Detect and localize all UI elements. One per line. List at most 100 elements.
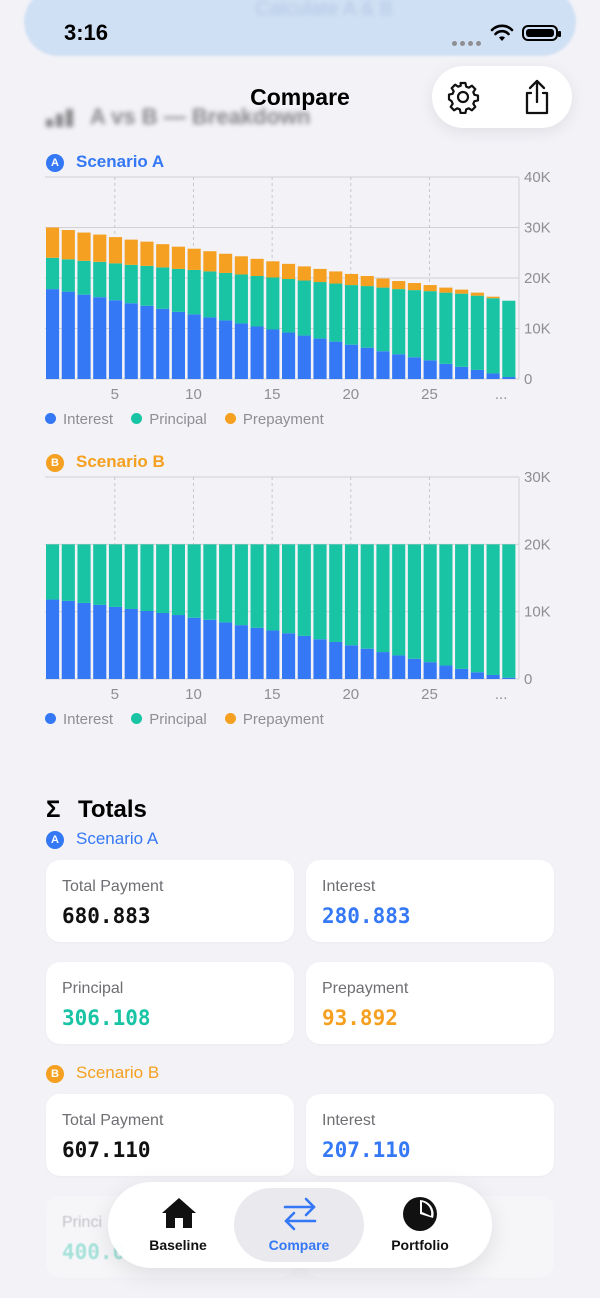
bar-interest bbox=[203, 317, 217, 379]
bar-interest bbox=[108, 606, 123, 679]
bar-interest bbox=[61, 291, 75, 379]
scenario-b-badge: B bbox=[46, 454, 64, 472]
bar-principal bbox=[140, 265, 154, 306]
bar-interest bbox=[297, 335, 311, 379]
bar-prepayment bbox=[297, 266, 311, 281]
bar-principal bbox=[61, 259, 75, 292]
bar-principal bbox=[187, 544, 201, 618]
house-icon bbox=[162, 1198, 196, 1228]
bar-principal bbox=[470, 295, 484, 370]
card-value: 306.108 bbox=[62, 1006, 151, 1030]
card-value: 680.883 bbox=[62, 904, 151, 928]
tab-portfolio[interactable]: Portfolio bbox=[360, 1182, 480, 1268]
bar-principal bbox=[250, 275, 264, 327]
x-tick-label: 10 bbox=[185, 686, 202, 703]
bar-prepayment bbox=[360, 275, 374, 287]
bar-interest bbox=[250, 627, 264, 679]
bar-principal bbox=[234, 544, 248, 626]
bar-prepayment bbox=[187, 248, 201, 270]
bar-principal bbox=[219, 544, 233, 623]
bar-prepayment bbox=[46, 227, 60, 258]
calculate-banner-text: Calculate A & B bbox=[255, 0, 393, 20]
bar-principal bbox=[439, 292, 453, 364]
bar-principal bbox=[77, 260, 91, 295]
legend-item-prepayment: Prepayment bbox=[224, 711, 324, 728]
y-tick-label: 10K bbox=[524, 321, 551, 338]
card-label: Prepayment bbox=[322, 980, 409, 997]
share-icon[interactable] bbox=[520, 78, 554, 116]
bar-principal bbox=[156, 267, 170, 309]
bar-interest bbox=[93, 297, 107, 379]
bar-principal bbox=[360, 286, 374, 348]
bar-principal bbox=[266, 544, 280, 631]
bar-interest bbox=[360, 648, 374, 679]
card-value: 607.110 bbox=[62, 1138, 151, 1162]
x-tick-label: ... bbox=[495, 686, 508, 703]
bar-principal bbox=[502, 300, 516, 377]
bar-principal bbox=[124, 544, 138, 609]
bar-principal bbox=[219, 272, 233, 321]
bar-principal bbox=[407, 290, 421, 358]
card-label: Princi bbox=[62, 1214, 103, 1231]
bar-interest bbox=[329, 341, 343, 379]
x-tick-label: 25 bbox=[421, 386, 438, 403]
bar-prepayment bbox=[423, 285, 437, 292]
nav-actions bbox=[432, 66, 572, 128]
bar-prepayment bbox=[93, 234, 107, 262]
bar-prepayment bbox=[392, 281, 406, 290]
y-tick-label: 20K bbox=[524, 270, 551, 287]
card-label: Principal bbox=[62, 980, 124, 997]
bar-principal bbox=[61, 544, 75, 601]
sigma-icon: Σ bbox=[46, 796, 61, 823]
bar-principal bbox=[423, 291, 437, 361]
bar-prepayment bbox=[171, 246, 185, 269]
bar-interest bbox=[344, 344, 359, 379]
tab-baseline[interactable]: Baseline bbox=[118, 1182, 238, 1268]
bar-prepayment bbox=[470, 292, 484, 296]
bar-principal bbox=[46, 544, 60, 600]
bar-prepayment bbox=[266, 261, 280, 278]
bar-interest bbox=[156, 308, 170, 379]
bar-principal bbox=[423, 544, 437, 663]
bar-principal bbox=[313, 282, 327, 339]
tab-compare[interactable]: Compare bbox=[239, 1182, 359, 1268]
bar-interest bbox=[219, 320, 233, 379]
scenario-b-title: Scenario B bbox=[76, 452, 165, 471]
bar-interest bbox=[502, 677, 516, 679]
bar-prepayment bbox=[61, 230, 75, 260]
scenario-a-header: A Scenario A bbox=[46, 152, 164, 172]
bar-principal bbox=[344, 285, 359, 345]
bar-principal bbox=[171, 544, 185, 616]
prepayment-card-a: Prepayment 93.892 bbox=[306, 962, 554, 1044]
bar-interest bbox=[187, 617, 201, 679]
scenario-a-title: Scenario A bbox=[76, 152, 165, 171]
calculate-banner[interactable]: Calculate A & B bbox=[24, 0, 576, 56]
bar-principal bbox=[156, 544, 170, 614]
bar-interest bbox=[282, 332, 296, 379]
bar-interest bbox=[124, 608, 138, 679]
legend-item-prepayment: Prepayment bbox=[224, 411, 324, 428]
status-time: 3:16 bbox=[64, 20, 109, 45]
page-title: Compare bbox=[250, 84, 350, 110]
tab-label: Portfolio bbox=[391, 1237, 449, 1253]
interest-card-a: Interest 280.883 bbox=[306, 860, 554, 942]
x-tick-label: ... bbox=[495, 386, 508, 403]
bar-principal bbox=[313, 544, 327, 640]
bar-principal bbox=[297, 280, 311, 336]
tab-label: Compare bbox=[268, 1237, 330, 1253]
x-tick-label: 15 bbox=[264, 686, 281, 703]
bar-interest bbox=[124, 303, 138, 379]
bar-interest bbox=[250, 326, 264, 379]
gear-icon[interactable] bbox=[446, 80, 480, 114]
bar-principal bbox=[329, 283, 343, 342]
bar-prepayment bbox=[455, 289, 469, 294]
scenario-a-badge: A bbox=[46, 154, 64, 172]
legend-item-interest: Interest bbox=[45, 711, 113, 728]
bar-prepayment bbox=[486, 296, 500, 299]
bar-interest bbox=[439, 363, 453, 379]
bar-principal bbox=[46, 257, 60, 290]
bar-interest bbox=[360, 347, 374, 379]
bar-interest bbox=[470, 672, 484, 679]
scenario-b-legend: Interest Principal Prepayment bbox=[45, 711, 338, 728]
bar-interest bbox=[392, 354, 406, 379]
